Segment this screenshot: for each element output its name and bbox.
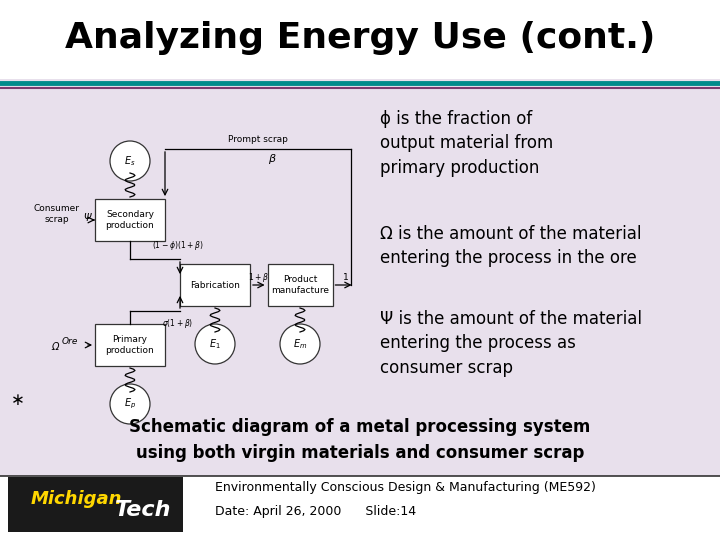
Text: Ψ is the amount of the material
entering the process as
consumer scrap: Ψ is the amount of the material entering… [380, 310, 642, 376]
Text: $E_p$: $E_p$ [124, 397, 136, 411]
Text: Michigan: Michigan [30, 490, 122, 508]
Circle shape [280, 324, 320, 364]
Text: Prompt scrap: Prompt scrap [228, 134, 288, 144]
Text: Primary
production: Primary production [106, 335, 154, 355]
Circle shape [110, 384, 150, 424]
Text: Tech: Tech [114, 500, 171, 520]
Text: Fabrication: Fabrication [190, 280, 240, 289]
Text: Ω is the amount of the material
entering the process in the ore: Ω is the amount of the material entering… [380, 225, 642, 267]
Text: ∗: ∗ [11, 391, 25, 409]
Bar [8, 477, 183, 532]
Circle shape [195, 324, 235, 364]
Bar [268, 264, 333, 306]
Text: $(1-\phi)(1+\beta)$: $(1-\phi)(1+\beta)$ [152, 240, 204, 253]
Text: Product
manufacture: Product manufacture [271, 275, 329, 295]
Text: Ω: Ω [51, 342, 59, 352]
Text: $E_1$: $E_1$ [209, 337, 221, 351]
Text: $E_m$: $E_m$ [293, 337, 307, 351]
Text: Ψ: Ψ [84, 213, 91, 223]
Text: $\beta$: $\beta$ [269, 152, 277, 166]
Text: Date: April 26, 2000      Slide:14: Date: April 26, 2000 Slide:14 [215, 505, 416, 518]
Text: Schematic diagram of a metal processing system
using both virgin materials and c: Schematic diagram of a metal processing … [130, 418, 590, 462]
Text: Secondary
production: Secondary production [106, 210, 154, 230]
Text: Consumer
scrap: Consumer scrap [34, 204, 80, 224]
Text: 1: 1 [343, 273, 348, 281]
Text: Environmentally Conscious Design & Manufacturing (ME592): Environmentally Conscious Design & Manuf… [215, 482, 596, 495]
Bar [0, 79, 720, 476]
Circle shape [110, 141, 150, 181]
Text: Ore: Ore [62, 336, 78, 346]
Text: ϕ is the fraction of
output material from
primary production: ϕ is the fraction of output material fro… [380, 110, 553, 177]
Text: Analyzing Energy Use (cont.): Analyzing Energy Use (cont.) [65, 21, 655, 55]
Bar [0, 0, 720, 79]
Bar [0, 476, 720, 540]
Bar [180, 264, 250, 306]
Text: $E_s$: $E_s$ [125, 154, 136, 168]
Text: $\sigma(1+\beta)$: $\sigma(1+\beta)$ [163, 318, 194, 330]
Bar [95, 199, 165, 241]
Text: $1+\beta$: $1+\beta$ [248, 271, 269, 284]
Bar [95, 324, 165, 366]
